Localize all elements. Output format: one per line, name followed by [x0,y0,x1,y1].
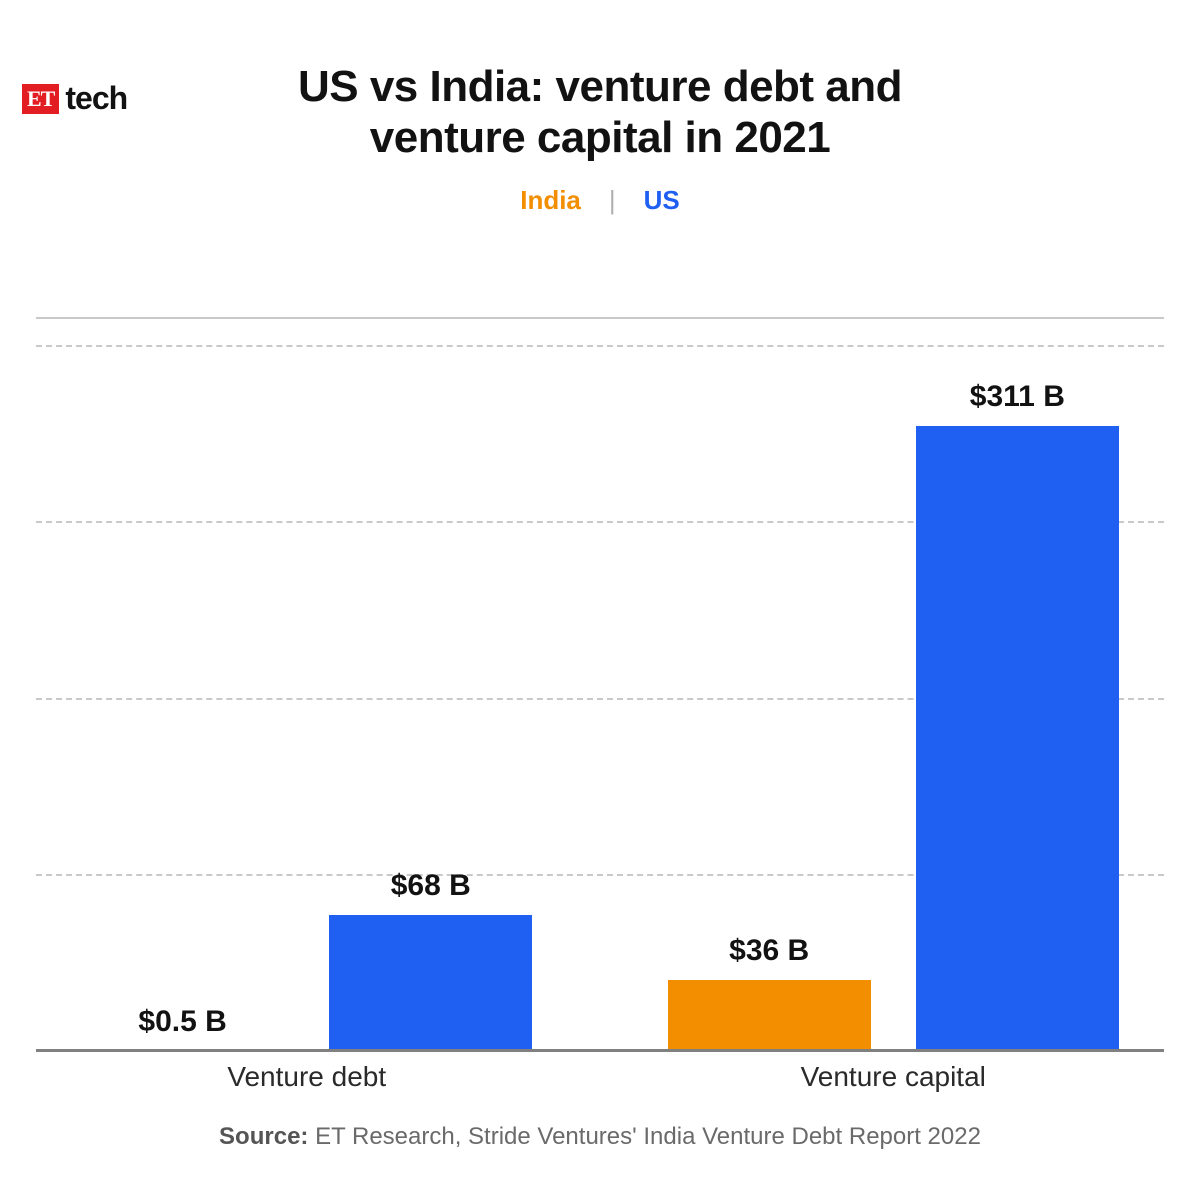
source-label: Source: [219,1123,308,1150]
brand-logo: ET tech [22,80,127,117]
chart-area: $0.5 B $68 B $36 B $311 B [36,317,1164,1052]
bar-label-india-venture-debt: $0.5 B [73,1005,293,1039]
title-line-1: US vs India: venture debt and [298,62,902,111]
logo-text: tech [65,80,127,117]
plot-region: $0.5 B $68 B $36 B $311 B [36,347,1164,1052]
category-label-venture-capital: Venture capital [801,1061,986,1093]
chart-title: US vs India: venture debt and venture ca… [0,62,1200,163]
baseline [36,1049,1164,1052]
legend-item-india: India [520,185,581,216]
bar-label-us-venture-capital: $311 B [907,380,1127,414]
category-axis: Venture debt Venture capital [36,1061,1164,1101]
legend-separator: | [609,185,616,216]
bar-label-us-venture-debt: $68 B [321,869,541,903]
title-line-2: venture capital in 2021 [370,113,831,162]
bar-group-venture-capital: $36 B $311 B [668,347,1119,1052]
category-label-venture-debt: Venture debt [227,1061,386,1093]
bar-us-venture-debt [329,915,532,1052]
source-text: ET Research, Stride Ventures' India Vent… [315,1123,981,1150]
legend: India | US [0,185,1200,216]
bar-india-venture-capital [668,980,871,1053]
legend-item-us: US [644,185,680,216]
bar-us-venture-capital [916,426,1119,1052]
source-line: Source: ET Research, Stride Ventures' In… [0,1123,1200,1151]
bar-group-venture-debt: $0.5 B $68 B [81,347,532,1052]
logo-box: ET [22,84,59,114]
bar-label-india-venture-capital: $36 B [659,934,879,968]
